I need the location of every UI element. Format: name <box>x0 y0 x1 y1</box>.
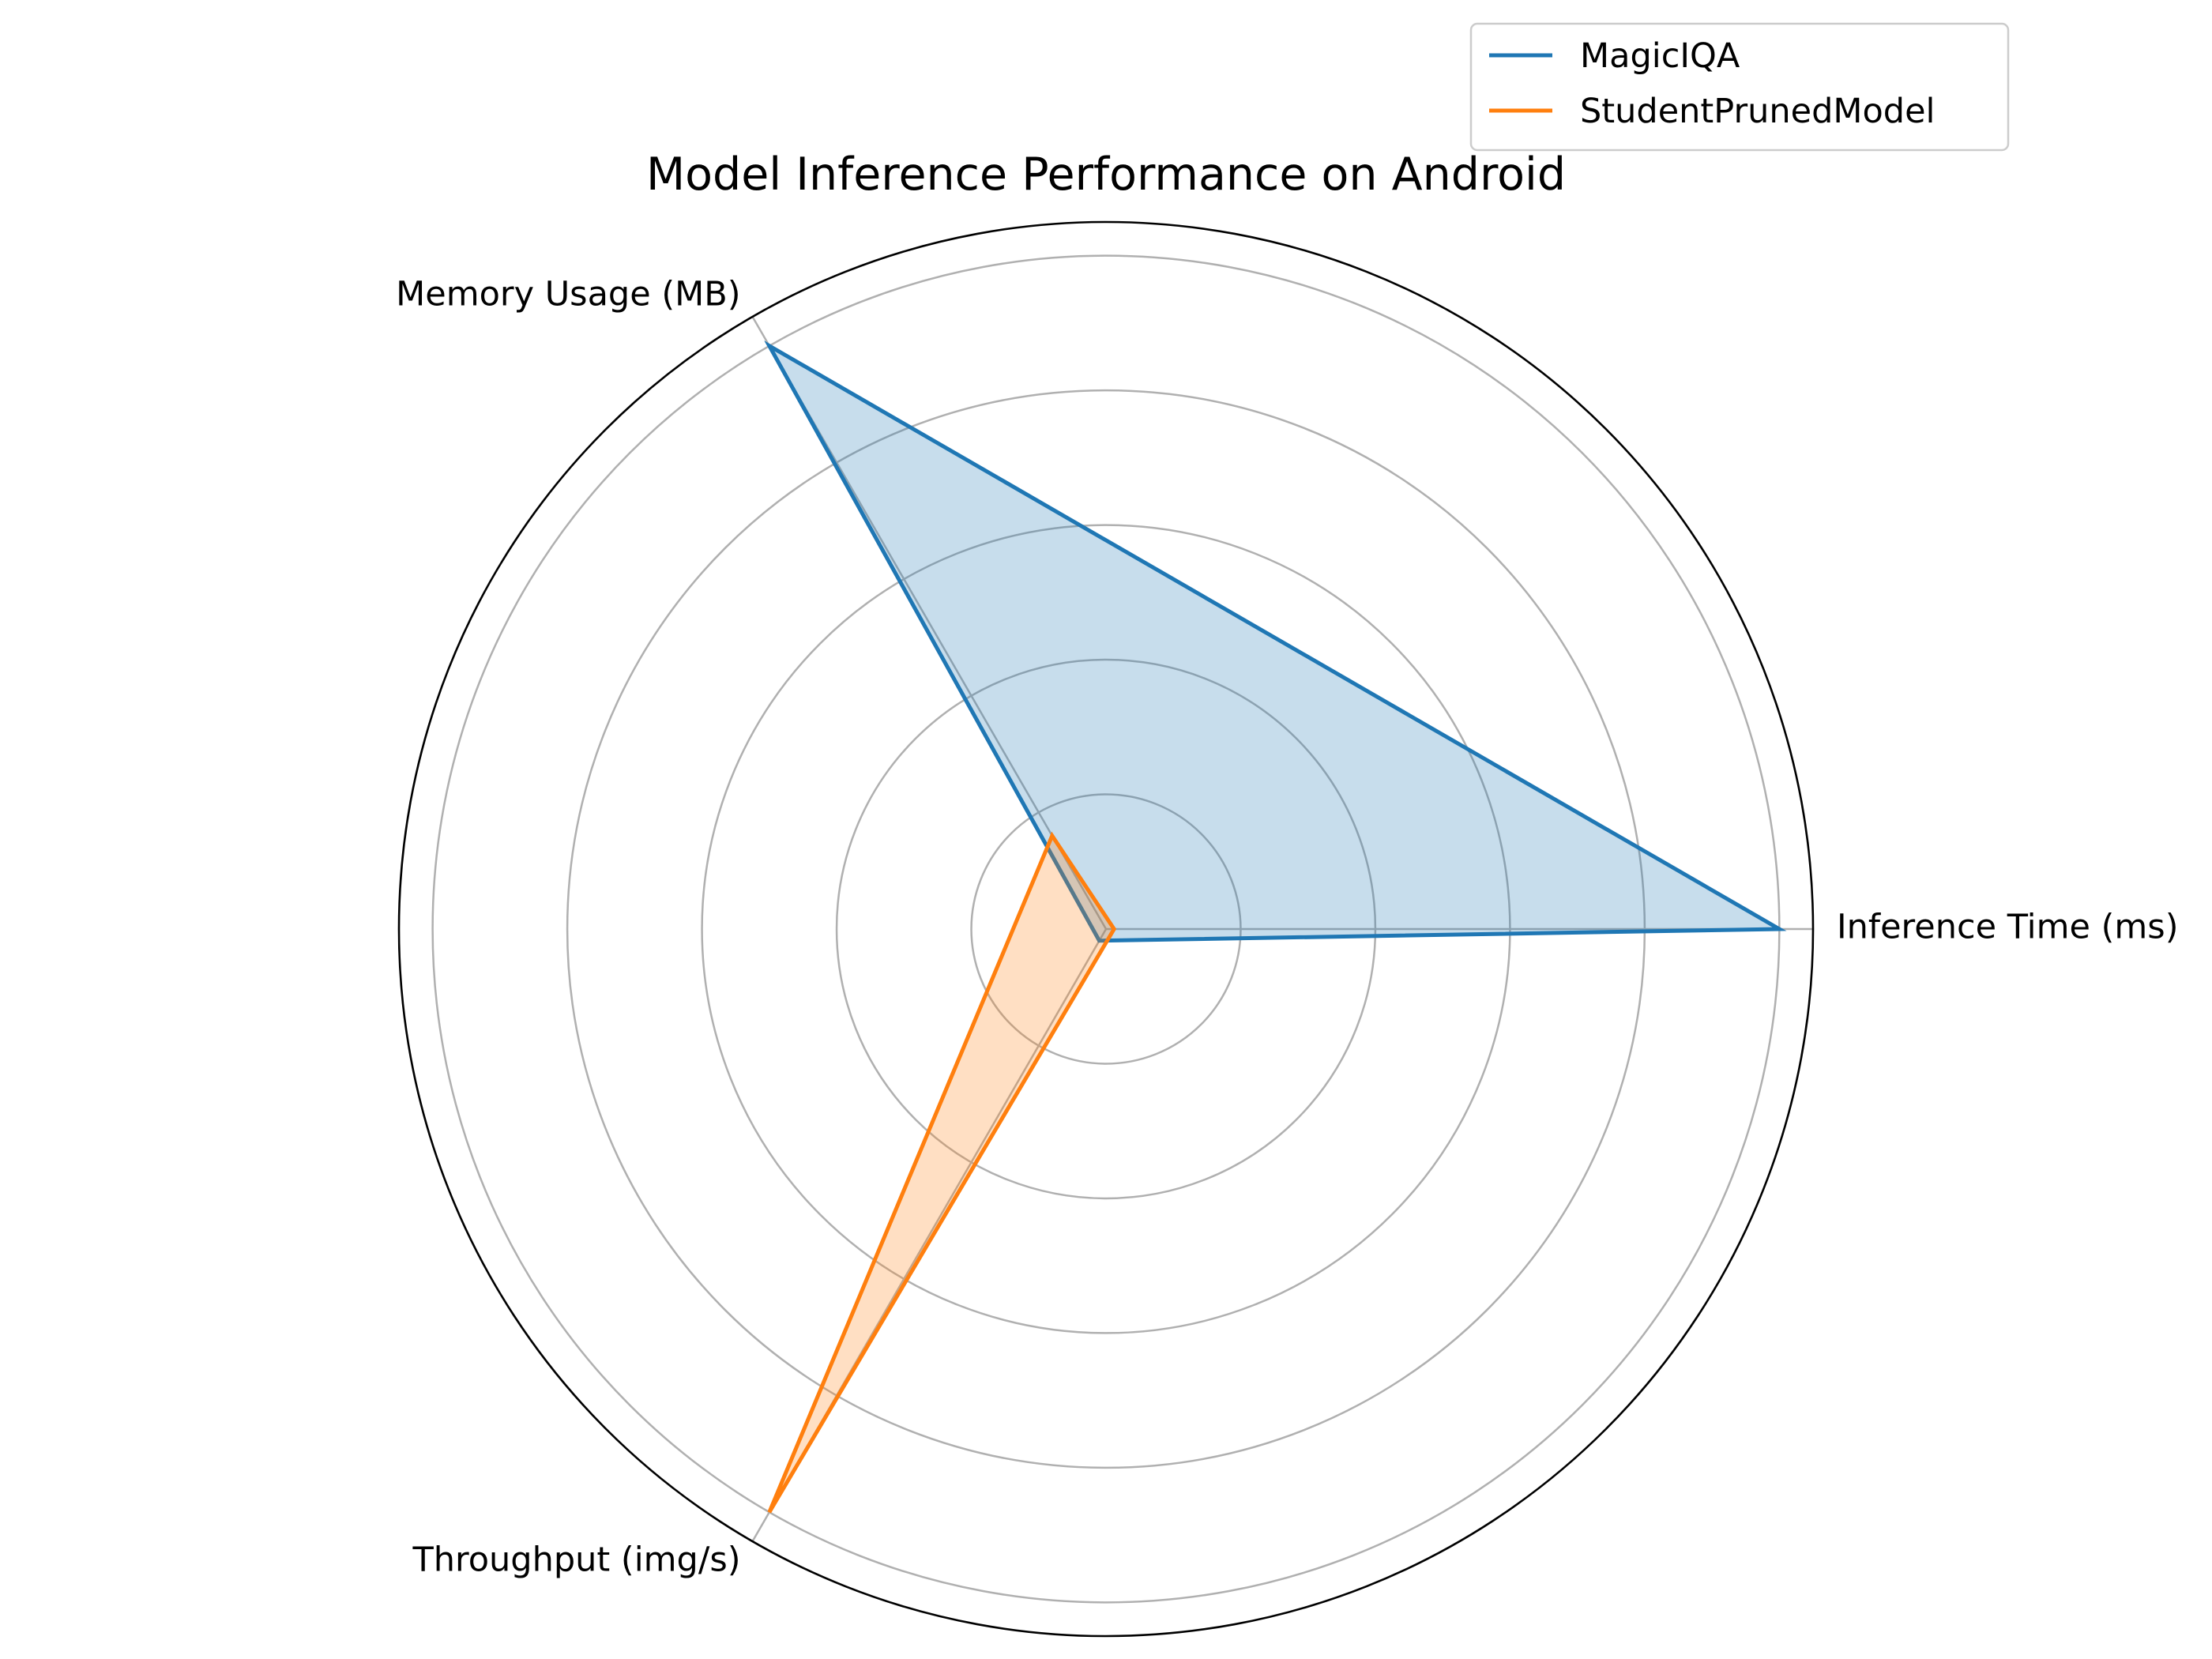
axis-label-3: Throughput (img/s) <box>412 1540 740 1580</box>
series-layer <box>764 340 1787 1514</box>
legend-frame <box>1469 22 2010 152</box>
series-area-studentprunedmodel <box>769 835 1115 1513</box>
axis-label-2: Memory Usage (MB) <box>396 274 740 314</box>
axis-label-1: Inference Time (ms) <box>1837 908 2178 947</box>
chart-title: Model Inference Performance on Android <box>646 149 1566 201</box>
axis-label-layer: Inference Time (ms) Memory Usage (MB) Thro… <box>396 274 2178 1579</box>
legend-label-studentprunedmodel: StudentPrunedModel <box>1580 92 1935 131</box>
legend-label-magiciqa: MagicIQA <box>1580 36 1740 76</box>
series-line-studentprunedmodel <box>767 831 1117 1514</box>
series-area-magiciqa <box>769 345 1780 941</box>
polar-frame <box>397 220 1815 1638</box>
legend: MagicIQA StudentPrunedModel <box>1469 22 2010 152</box>
series-line-magiciqa <box>764 340 1787 943</box>
